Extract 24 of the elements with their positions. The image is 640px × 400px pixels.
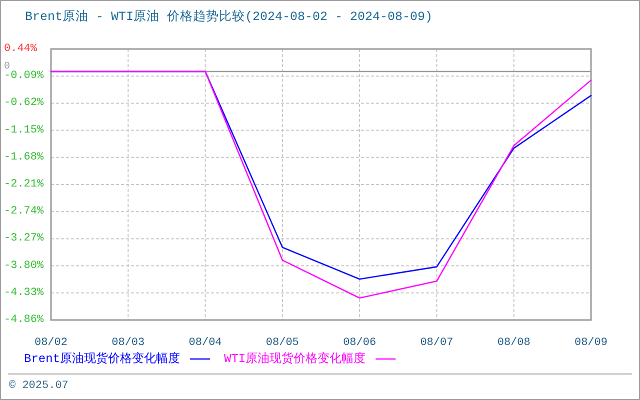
- title: Brent原油 - WTI原油 价格趋势比较(2024-08-02 - 2024-08-09): [25, 10, 433, 24]
- ytick: -4.86%: [4, 314, 44, 326]
- ytick: -1.15%: [4, 124, 44, 136]
- ref-label: 0: [4, 62, 10, 72]
- ytick: -2.74%: [4, 206, 44, 218]
- annotation: © 2025.07: [9, 380, 68, 392]
- xtick: 08/07: [420, 337, 454, 349]
- ytick: -0.62%: [4, 97, 44, 110]
- xtick: 08/08: [497, 337, 530, 349]
- legend-label: WTI原油现货价格变化幅度: [224, 352, 366, 366]
- ytick: 0.44%: [4, 43, 38, 55]
- xtick: 08/09: [574, 337, 608, 349]
- ytick: -0.09%: [4, 70, 44, 82]
- xtick: 08/05: [266, 337, 299, 349]
- ytick: -1.68%: [4, 151, 44, 164]
- ytick: -4.33%: [4, 286, 44, 299]
- xtick: 08/04: [188, 337, 222, 349]
- ytick: -2.21%: [4, 178, 44, 190]
- xtick: 08/02: [34, 337, 68, 349]
- xtick: 08/06: [343, 337, 376, 349]
- ytick: -3.80%: [4, 260, 44, 272]
- legend-label: Brent原油现货价格变化幅度: [24, 352, 180, 366]
- ytick: -3.27%: [4, 232, 44, 245]
- xtick: 08/03: [112, 337, 145, 349]
